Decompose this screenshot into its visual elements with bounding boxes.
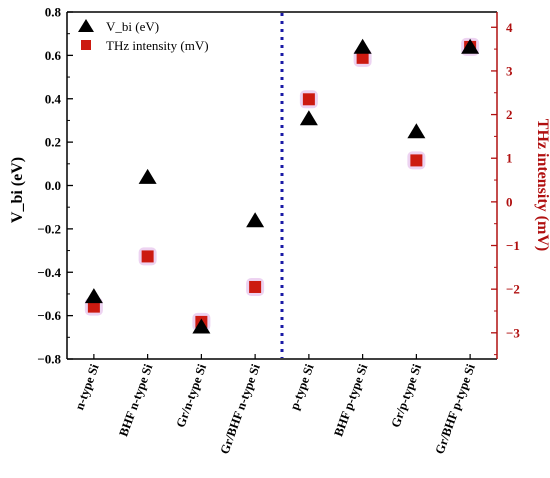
legend: V_bi (eV) THz intensity (mV) [78, 19, 209, 53]
y-axis-title: V_bi (eV) [9, 157, 26, 223]
legend-label-v-bi: V_bi (eV) [106, 19, 159, 34]
v-bi-marker [299, 110, 318, 126]
left-tick-label: 0.6 [45, 48, 62, 63]
category-label: Gr/p-type Si [388, 362, 424, 430]
left-tick-label: −0.8 [37, 352, 61, 367]
category-label: Gr/BHF p-type Si [432, 362, 478, 456]
right-tick-label: −1 [506, 238, 520, 253]
right-tick-label: 1 [506, 151, 513, 166]
thz-marker [87, 300, 100, 313]
thz-marker [356, 51, 369, 64]
legend-marker-thz [81, 40, 91, 50]
right-tick-label: 2 [506, 107, 513, 122]
right-tick-label: 3 [506, 63, 513, 78]
category-label: n-type Si [72, 362, 102, 412]
category-label: Gr/n-type Si [173, 362, 209, 430]
category-label: BHF p-type Si [331, 362, 370, 439]
v-bi-marker [192, 318, 211, 334]
v-bi-marker [138, 168, 157, 184]
left-tick-label: −0.6 [37, 308, 61, 323]
v-bi-marker [461, 38, 480, 54]
left-tick-label: −0.4 [37, 265, 61, 280]
category-labels: n-type Si BHF n-type Si Gr/n-type Si Gr/BHF… [72, 362, 478, 456]
left-tick-label: 0.0 [45, 178, 61, 193]
left-tick-label: 0.8 [45, 5, 62, 20]
category-label: BHF n-type Si [116, 362, 155, 439]
right-tick-label: −3 [506, 325, 520, 340]
v-bi-marker [353, 38, 372, 54]
v-bi-marker [84, 288, 103, 304]
category-label: p-type Si [287, 362, 317, 412]
legend-label-thz: THz intensity (mV) [106, 38, 209, 53]
v-bi-marker [246, 212, 265, 228]
right-tick-label: 0 [506, 194, 513, 209]
left-tick-label: 0.2 [45, 135, 61, 150]
y-axis-right-title: THz intensity (mV) [534, 119, 550, 251]
right-tick-label: −2 [506, 282, 520, 297]
thz-marker [141, 250, 154, 263]
thz-marker [302, 93, 315, 106]
left-y-axis: 0.8 0.6 0.4 0.2 0.0 −0.2 −0.4 −0.6 −0.8 [37, 5, 73, 367]
left-tick-label: −0.2 [37, 221, 61, 236]
left-tick-label: 0.4 [45, 91, 62, 106]
v-bi-marker [407, 123, 426, 139]
thz-marker [410, 154, 423, 167]
right-y-axis: 4 3 2 1 0 −1 −2 −3 [491, 20, 520, 356]
legend-marker-v-bi [78, 19, 94, 32]
right-tick-label: 4 [506, 20, 513, 35]
data-marks [84, 37, 480, 334]
category-label: Gr/BHF n-type Si [217, 362, 263, 456]
plot-frame [66, 11, 498, 360]
thz-marker [249, 280, 262, 293]
